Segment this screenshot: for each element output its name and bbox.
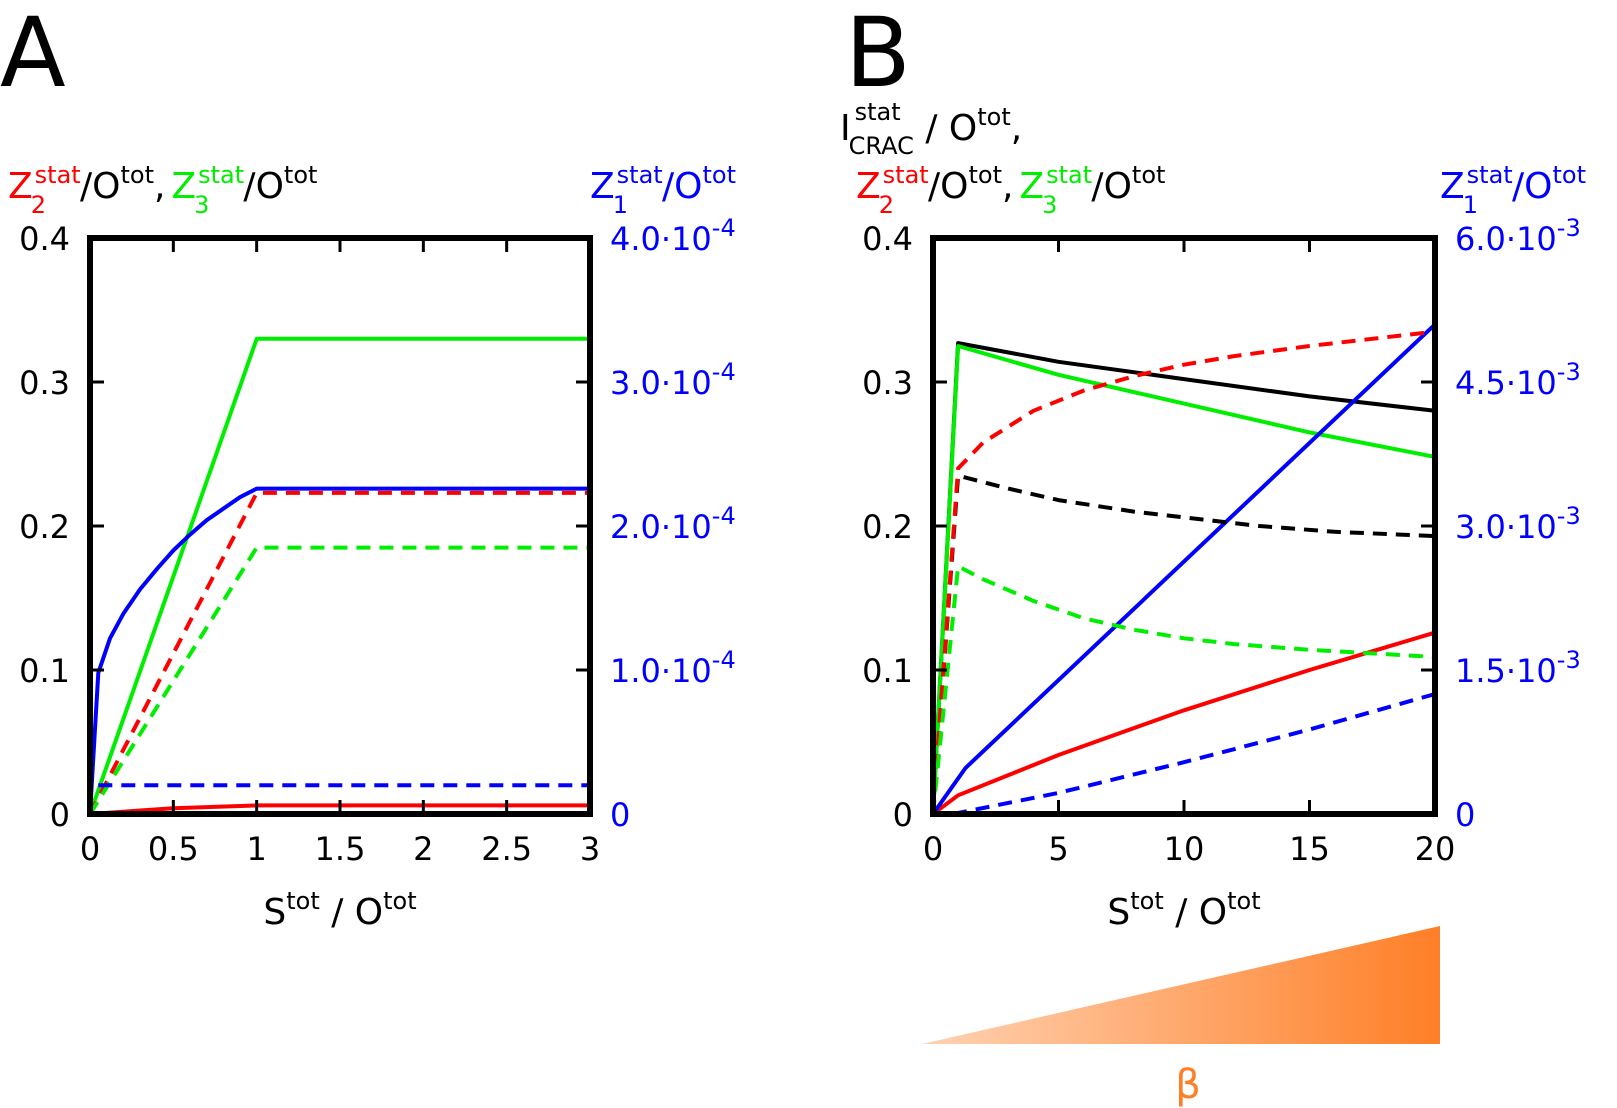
panel-b-plot: 0 5 10 15 2000.10.20.30.401.5·10-33.0·10-34.…: [862, 214, 1581, 868]
panel-b-ytick-label-right: 4.5·10-3: [1455, 358, 1581, 402]
panel-letter-b: B: [845, 0, 911, 109]
panel-a-series-z3-dashed: [90, 545, 590, 814]
panel-b-series-z3-solid: [933, 344, 1435, 814]
panel-a-xtick-label: 0.5: [148, 830, 199, 868]
panel-a-ytick-label-right: 1.0·10-4: [610, 646, 736, 690]
panel-a-xtick-label: 2: [413, 830, 433, 868]
panel-a-frame: [87, 235, 593, 817]
panel-b-left-ylabel: Zstat 2/Otot, Zstat 3/Otot: [856, 161, 1165, 219]
panel-a-left-ylabel: Zstat 2/Otot, Zstat 3/Otot: [8, 161, 317, 219]
panel-a-series-z3-solid: [90, 336, 590, 814]
panel-b-ytick-label-right: 1.5·10-3: [1455, 646, 1581, 690]
panel-b-series-i-crac-dashed: [933, 473, 1435, 814]
panel-b-xtick-label: 10: [1164, 830, 1205, 868]
panel-b-ytick-label-left: 0: [893, 796, 913, 834]
beta-label: β: [1175, 1062, 1201, 1108]
panel-b-ytick-label-left: 0.4: [862, 220, 913, 258]
panel-b-ytick-label-right: 6.0·10-3: [1455, 214, 1581, 258]
panel-a-right-ylabel: Zstat 1/Otot: [590, 161, 736, 219]
panel-b-xtick-label: 15: [1289, 830, 1330, 868]
panel-b-xtick-label: 20: [1415, 830, 1456, 868]
panel-a-series-z2-dashed: [90, 490, 590, 814]
panel-a-plot: 0 0.5 1 1.5 2 2.5 300.10.20.30.401.0·10-42.0·1…: [19, 214, 736, 868]
panel-a-ytick-label-left: 0.3: [19, 364, 70, 402]
panel-a-xtick-label: 2.5: [481, 830, 532, 868]
panel-b-series-z1-solid: [933, 322, 1435, 814]
panel-b-series-i-crac-solid: [933, 341, 1435, 814]
beta-gradient-wedge: [922, 926, 1440, 1044]
panel-letter-a: A: [0, 0, 66, 109]
panel-b-ytick-label-left: 0.2: [862, 508, 913, 546]
panel-b-xtick-label: 0: [923, 830, 943, 868]
panel-b-series-group: [933, 322, 1435, 814]
panel-a-ytick-label-right: 2.0·10-4: [610, 502, 736, 546]
panel-b-series-z3-dashed: [933, 564, 1435, 814]
panel-a-ytick-label-left: 0.4: [19, 220, 70, 258]
panel-b-xtick-label: 5: [1048, 830, 1068, 868]
panel-a-xtick-label: 1: [246, 830, 266, 868]
panel-a-ytick-label-right: 3.0·10-4: [610, 358, 736, 402]
panel-a-series-z1-solid: [90, 486, 590, 814]
panel-a-xlabel: Stot / Otot: [263, 887, 416, 933]
panel-a-ytick-label-left: 0.2: [19, 508, 70, 546]
panel-a-xtick-label: 1.5: [315, 830, 366, 868]
panel-a-ytick-label-left: 0.1: [19, 652, 70, 690]
panel-a-ytick-label-left: 0: [50, 796, 70, 834]
panel-b-ytick-label-right: 0: [1455, 796, 1475, 834]
panel-b-ytick-label-right: 3.0·10-3: [1455, 502, 1581, 546]
panel-b-series-z2-solid: [933, 630, 1435, 814]
panel-b-ytick-label-left: 0.1: [862, 652, 913, 690]
panel-b-right-ylabel: Zstat 1/Otot: [1440, 161, 1586, 219]
panel-a-ytick-label-right: 0: [610, 796, 630, 834]
panel-b-xlabel: Stot / Otot: [1107, 887, 1260, 933]
panel-a-series-group: [90, 336, 590, 814]
panel-a-ytick-label-right: 4.0·10-4: [610, 214, 736, 258]
panel-a-xtick-label: 0: [80, 830, 100, 868]
panel-b-series-z1-dashed: [952, 692, 1435, 814]
panel-a-xtick-label: 3: [580, 830, 600, 868]
panel-b-ytick-label-left: 0.3: [862, 364, 913, 402]
